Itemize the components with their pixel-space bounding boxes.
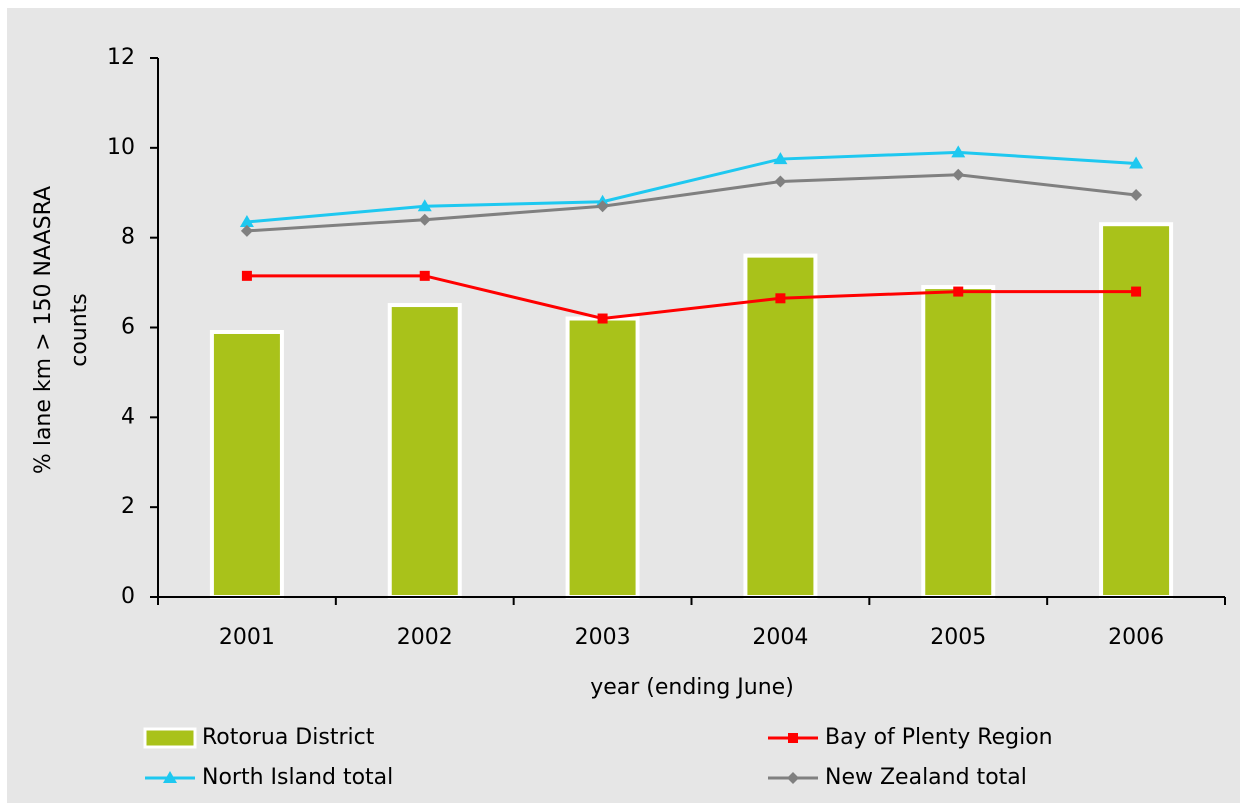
- legend-label: North Island total: [202, 765, 393, 790]
- y-tick-label: 8: [121, 225, 135, 250]
- x-tick-label: 2004: [752, 625, 808, 650]
- marker: [773, 152, 788, 165]
- legend-label: New Zealand total: [825, 765, 1027, 790]
- y-tick-label: 12: [107, 45, 135, 70]
- marker: [774, 175, 787, 188]
- y-axis-label: % lane km > 150 NAASRA: [31, 186, 56, 474]
- x-tick-label: 2001: [219, 625, 275, 650]
- legend-swatch: [143, 727, 197, 749]
- marker: [417, 199, 432, 212]
- line: [246, 173, 1137, 233]
- x-tick-label: 2002: [397, 625, 453, 650]
- marker: [418, 213, 431, 226]
- y-tick-label: 0: [121, 584, 135, 609]
- y-tick-label: 2: [121, 494, 135, 519]
- x-axis-label: year (ending June): [590, 675, 794, 700]
- bar: [1099, 222, 1174, 599]
- x-tick-label: 2005: [930, 625, 986, 650]
- marker: [952, 168, 965, 181]
- marker: [951, 145, 966, 158]
- line: [246, 274, 1137, 321]
- legend-label: Rotorua District: [202, 725, 375, 750]
- y-axis-label: counts: [67, 293, 92, 367]
- marker: [1129, 156, 1144, 169]
- marker: [163, 771, 177, 783]
- marker: [953, 286, 964, 297]
- bar: [209, 329, 284, 599]
- bar: [565, 316, 640, 599]
- marker: [1130, 188, 1143, 201]
- y-tick-label: 4: [121, 404, 135, 429]
- x-tick-label: 2003: [575, 625, 631, 650]
- legend-label: Bay of Plenty Region: [825, 725, 1053, 750]
- marker: [596, 200, 609, 213]
- marker: [1131, 286, 1142, 297]
- marker: [419, 270, 430, 281]
- bar: [387, 303, 462, 599]
- marker: [597, 313, 608, 324]
- x-tick-label: 2006: [1108, 625, 1164, 650]
- bar: [921, 285, 996, 599]
- marker: [239, 214, 254, 227]
- marker: [240, 224, 253, 237]
- marker: [787, 772, 799, 784]
- line: [246, 150, 1137, 224]
- bar: [743, 253, 818, 599]
- marker: [775, 293, 786, 304]
- marker: [241, 270, 252, 281]
- marker: [788, 733, 798, 743]
- y-tick-label: 6: [121, 315, 135, 340]
- y-tick-label: 10: [107, 135, 135, 160]
